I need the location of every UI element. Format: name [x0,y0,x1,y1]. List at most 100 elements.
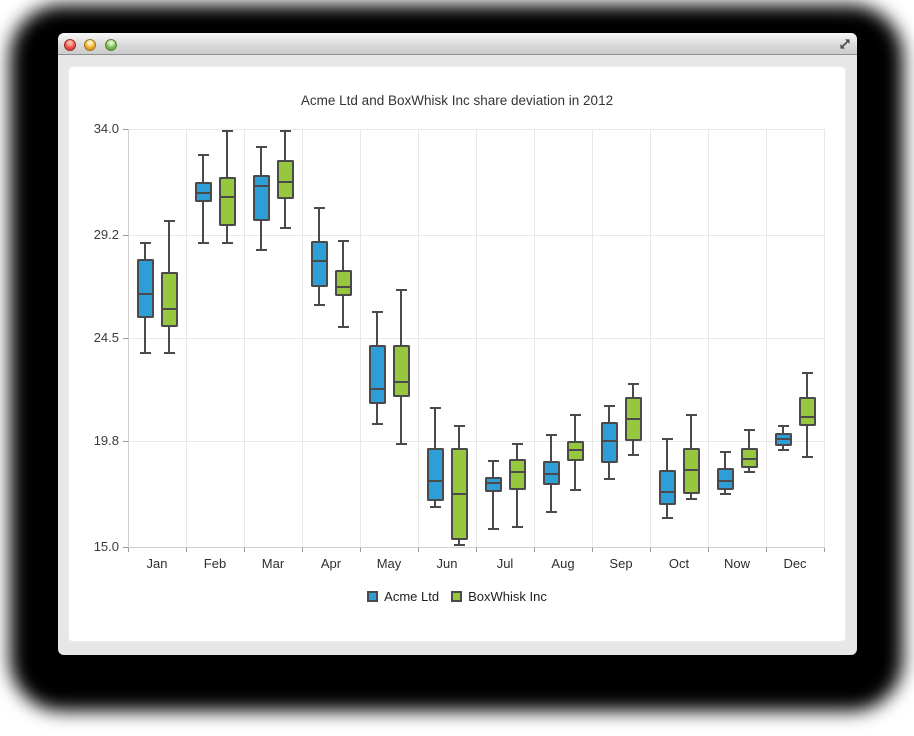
legend-label-boxwhisk-inc: BoxWhisk Inc [468,589,547,604]
x-grid-line [476,129,477,547]
box-acme-ltd-apr [310,241,328,288]
legend-item-boxwhisk-inc: BoxWhisk Inc [451,589,547,604]
box-boxwhisk-inc-aug [566,441,584,462]
box-boxwhisk-inc-jan [160,272,178,327]
median-line-acme-ltd-jun [428,480,442,482]
box-acme-ltd-mar [252,175,270,222]
whisker-line-acme-ltd-jul [492,461,494,530]
whisker-cap-low-acme-ltd-jun [429,506,441,509]
whisker-cap-low-boxwhisk-inc-dec [801,455,813,458]
x-tick-mark [766,547,767,552]
y-axis-label: 19.8 [93,433,119,448]
x-grid-line [418,129,419,547]
y-tick-mark [123,547,128,548]
box-boxwhisk-inc-oct [682,448,700,495]
y-axis-line [128,129,129,548]
window-titlebar[interactable] [58,33,857,55]
whisker-cap-low-boxwhisk-inc-oct [685,497,697,500]
x-grid-line [302,129,303,547]
median-line-acme-ltd-jul [486,482,500,485]
x-axis-label: Now [723,556,750,571]
legend-swatch-acme-ltd [367,591,379,602]
median-line-boxwhisk-inc-apr [336,286,350,289]
whisker-cap-high-acme-ltd-apr [313,207,325,210]
whisker-cap-low-acme-ltd-may [371,422,383,425]
chart-panel: Acme Ltd and BoxWhisk Inc share deviatio… [68,66,846,642]
median-line-boxwhisk-inc-jun [452,493,466,496]
x-axis-label: Feb [203,556,227,571]
x-axis-label: Sep [609,556,633,571]
median-line-acme-ltd-oct [660,491,674,493]
y-tick-mark [123,338,128,339]
x-tick-mark [186,547,187,552]
median-line-boxwhisk-inc-feb [220,196,234,199]
fullscreen-resize-icon[interactable] [838,37,852,51]
x-tick-mark [418,547,419,552]
x-grid-line [708,129,709,547]
whisker-cap-high-acme-ltd-may [371,310,383,313]
x-grid-line [766,129,767,547]
whisker-cap-low-acme-ltd-apr [313,304,325,306]
y-tick-mark [123,235,128,236]
box-boxwhisk-inc-feb [218,177,236,226]
whisker-cap-low-boxwhisk-inc-jul [511,526,523,529]
x-grid-line [186,129,187,547]
whisker-cap-high-boxwhisk-inc-jul [511,442,523,445]
whisker-cap-low-boxwhisk-inc-feb [221,242,233,245]
x-axis-label: Dec [783,556,807,571]
whisker-cap-high-boxwhisk-inc-aug [569,414,581,416]
zoom-button[interactable] [105,39,117,51]
x-axis-label: Jun [436,556,458,571]
median-line-boxwhisk-inc-now [742,458,756,460]
whisker-cap-high-acme-ltd-jul [487,460,499,463]
x-axis-label: May [376,556,402,571]
median-line-acme-ltd-apr [312,259,326,262]
whisker-cap-low-boxwhisk-inc-apr [337,326,349,328]
whisker-cap-high-acme-ltd-jun [429,407,441,410]
x-tick-mark [128,547,129,552]
whisker-cap-high-boxwhisk-inc-may [395,288,407,291]
close-button[interactable] [64,39,76,51]
x-tick-mark [534,547,535,552]
median-line-acme-ltd-now [718,479,732,482]
whisker-cap-low-boxwhisk-inc-jun [453,543,465,546]
chart-legend: Acme Ltd BoxWhisk Inc [69,589,845,604]
mac-window: Acme Ltd and BoxWhisk Inc share deviatio… [58,33,857,655]
box-boxwhisk-inc-mar [276,159,294,200]
box-boxwhisk-inc-jun [450,448,468,541]
box-boxwhisk-inc-dec [798,397,816,426]
y-tick-mark [123,441,128,442]
y-tick-mark [123,129,128,130]
x-tick-mark [708,547,709,552]
y-axis-label: 15.0 [93,539,119,554]
chart-title: Acme Ltd and BoxWhisk Inc share deviatio… [300,93,614,108]
whisker-cap-high-acme-ltd-mar [255,145,267,148]
box-boxwhisk-inc-apr [334,269,352,297]
whisker-cap-low-boxwhisk-inc-may [395,442,407,445]
whisker-cap-high-acme-ltd-feb [197,154,209,157]
whisker-cap-low-acme-ltd-jan [139,352,151,355]
median-line-boxwhisk-inc-aug [568,449,582,452]
whisker-cap-high-boxwhisk-inc-jan [163,220,175,223]
whisker-cap-low-acme-ltd-oct [661,517,673,520]
x-axis-label: Oct [668,556,690,571]
boxplot-chart: 34.0 29.2 24.5 19.8 15.0 Jan Feb Mar Apr May Jun Ju… [69,67,845,641]
x-tick-mark [476,547,477,552]
median-line-boxwhisk-inc-dec [800,416,814,419]
whisker-cap-high-acme-ltd-sep [603,405,615,408]
whisker-cap-low-acme-ltd-dec [777,449,789,452]
x-grid-line [534,129,535,547]
x-grid-line [650,129,651,547]
x-axis-label: Jul [496,556,514,571]
box-boxwhisk-inc-now [740,448,758,468]
x-grid-line [592,129,593,547]
box-acme-ltd-dec [774,432,792,446]
whisker-cap-high-boxwhisk-inc-jun [453,425,465,427]
x-tick-mark [824,547,825,552]
median-line-acme-ltd-may [370,387,384,390]
whisker-cap-high-acme-ltd-aug [545,433,557,436]
minimize-button[interactable] [84,39,96,51]
median-line-boxwhisk-inc-may [394,380,408,383]
x-axis-label: Aug [551,556,575,571]
